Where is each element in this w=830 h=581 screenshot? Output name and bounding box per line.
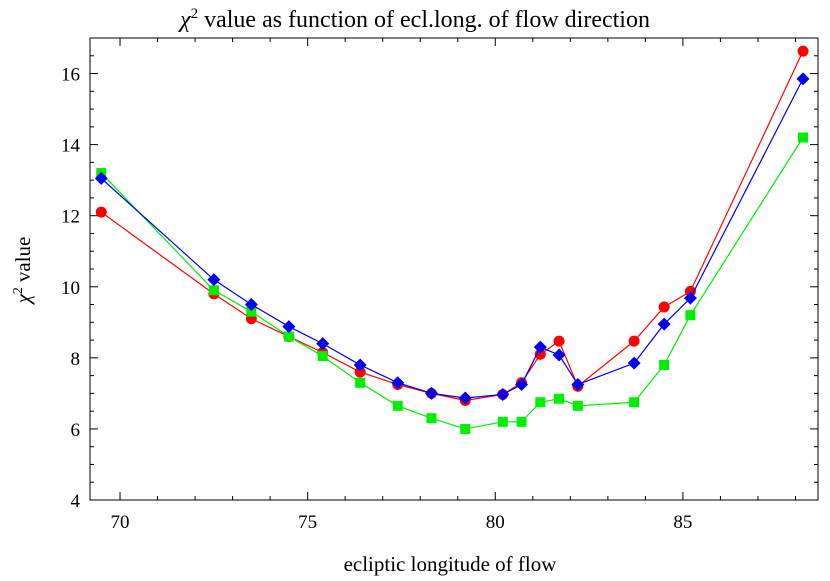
data-point-circle [684,285,696,297]
data-point-circle [628,335,640,347]
series-group [94,45,810,434]
data-point-circle [658,301,670,313]
data-point-diamond [94,171,108,185]
data-point-diamond [424,386,438,400]
series-circle-line [100,50,804,402]
data-point-diamond [496,387,510,401]
x-tick-label: 85 [673,512,692,533]
data-point-square [554,393,565,404]
data-point-diamond [533,340,547,354]
axis-ticks: 70 75 80 85 4 6 8 10 12 14 16 [61,37,818,533]
data-point-square [535,397,546,408]
y-tick-label: 12 [61,207,80,228]
y-tick-label: 16 [61,65,80,86]
x-tick-label: 80 [486,512,505,533]
data-point-circle [354,366,366,378]
data-point-diamond [391,376,405,390]
data-point-square [317,351,328,362]
y-tick-label: 14 [61,136,81,157]
data-point-circle [95,206,107,218]
data-point-diamond [796,72,810,86]
data-point-diamond [627,356,641,370]
series-square-line [100,137,804,430]
x-tick-label: 75 [298,512,317,533]
data-point-square [208,285,219,296]
data-point-square [497,416,508,427]
data-point-diamond [515,378,529,391]
data-point-square [355,377,366,388]
data-point-square [797,132,808,143]
data-point-diamond [244,298,258,312]
y-axis-label: χ2value [11,237,35,306]
data-point-square [426,413,437,424]
y-tick-label: 10 [61,278,80,299]
data-point-diamond [683,291,697,305]
y-tick-label: 8 [71,349,81,370]
data-point-circle [553,335,565,347]
data-point-square [685,310,696,321]
chart-title: χ2 value as function of ecl.long. of flow… [178,6,650,33]
data-point-diamond [657,317,671,331]
plot-frame [89,37,819,501]
data-point-square [283,331,294,342]
data-point-square [659,359,670,370]
data-point-diamond [207,273,221,287]
data-point-circle [797,45,809,57]
data-point-square [572,400,583,411]
data-point-diamond [353,358,367,372]
data-point-square [246,306,257,317]
series-diamond-line [100,78,804,399]
x-tick-label: 70 [111,512,130,533]
data-point-diamond [552,348,566,362]
data-point-square [392,400,403,411]
data-point-square [629,397,640,408]
data-point-diamond [571,378,585,391]
x-axis-label: ecliptic longitude of flow [344,552,558,576]
y-tick-label: 6 [71,420,81,441]
data-point-diamond [458,391,472,405]
data-point-square [516,416,527,427]
plot-border [89,37,819,501]
data-point-diamond [282,320,296,334]
y-tick-label: 4 [71,491,81,512]
data-point-square [460,423,471,434]
data-point-diamond [316,337,330,351]
